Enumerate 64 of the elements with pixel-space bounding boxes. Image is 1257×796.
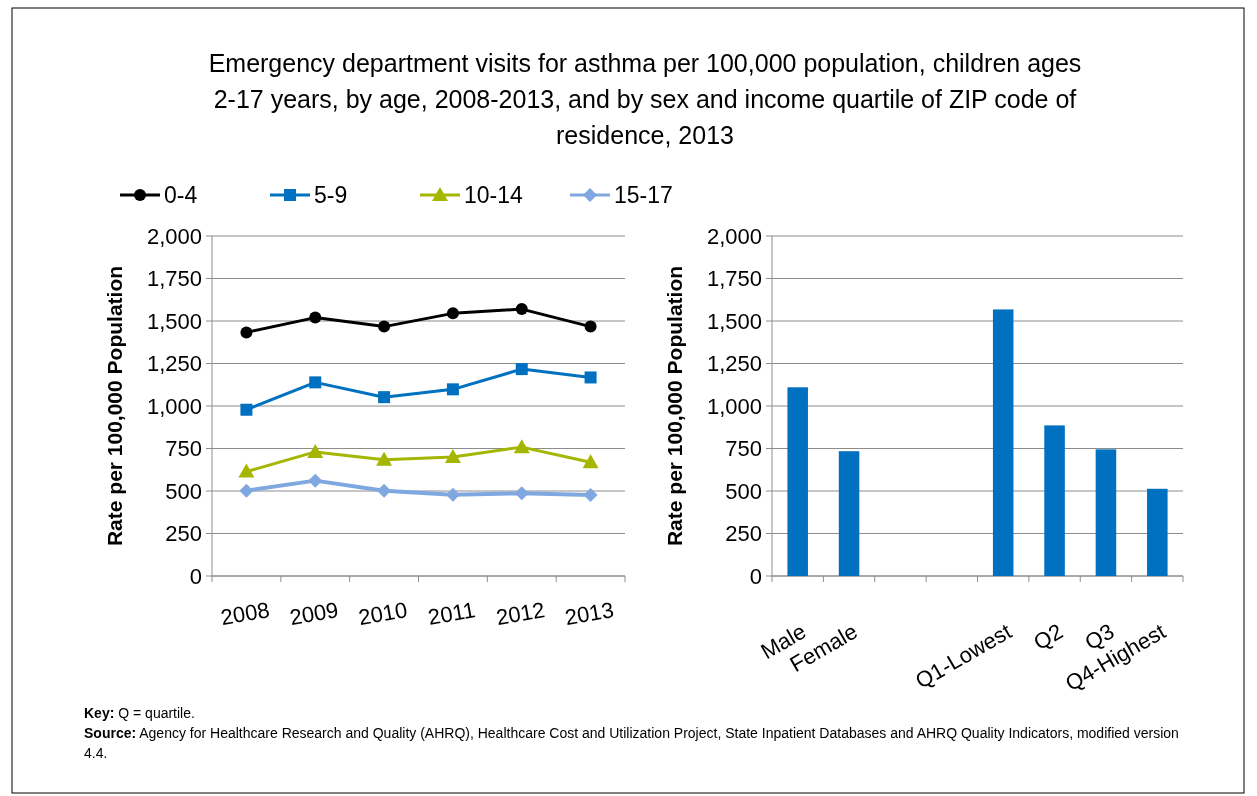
bar [1095,449,1117,576]
point [444,449,461,463]
y-tick-label: 1,750 [706,266,762,292]
y-tick-label: 2,000 [706,223,762,249]
y-tick-label: 1,500 [146,308,202,334]
point [376,451,393,466]
point [238,463,255,478]
y-tick-label: 250 [725,521,762,547]
x-tick-label: 2008 [218,597,272,631]
bar [1147,488,1168,576]
y-tick-label: 1,250 [146,351,202,377]
point [239,483,254,498]
point [515,303,528,316]
y-axis-title: Rate per 100,000 Population [103,265,126,547]
legend-label: 5-9 [314,182,348,209]
point [378,391,391,404]
point [584,371,597,384]
point [446,307,459,320]
text: Key: Q = quartile. [84,705,195,721]
y-tick-label: 0 [189,563,202,589]
y-tick-label: 500 [725,478,762,504]
point [514,486,529,501]
point [583,488,598,503]
point [445,487,460,502]
x-tick-label: 2010 [356,597,410,631]
point [377,483,392,498]
y-tick-label: 1,750 [146,266,202,292]
bar [838,451,860,576]
y-tick-label: 1,250 [706,351,762,377]
x-tick-label: 2011 [426,597,478,631]
point [378,320,391,333]
legend-label: 10-14 [464,182,524,209]
bar [787,387,808,576]
y-tick-label: 250 [165,521,202,547]
point [240,326,253,339]
bar [1044,425,1065,576]
x-tick-label: 2013 [563,597,616,631]
point [307,443,324,458]
point [582,454,599,469]
point [240,403,253,416]
x-tick-label: 2012 [494,597,547,631]
point [308,473,323,488]
point [309,376,322,389]
bar [992,309,1014,576]
y-axis-title: Rate per 100,000 Population [663,265,686,547]
x-tick-label: 2009 [287,597,341,631]
chart-title: Emergency department visits for asthma per 100,000 population, children ages 2-17 years, by age, 2008-2013, and by sex and income quartile of ZIP code of residence, 2013 [208,49,1082,149]
y-tick-label: 1,500 [706,308,762,334]
legend-label: 0-4 [164,182,198,209]
y-tick-label: 1,000 [146,393,202,419]
y-tick-label: 2,000 [146,223,202,249]
y-tick-label: 750 [725,436,762,462]
x-tick-label: Q2 [1029,618,1068,656]
y-tick-label: 750 [165,436,202,462]
point [446,383,459,396]
text: Source: Agency for Healthcare Research and Quality (AHRQ), Healthcare Cost and Utilization Project, State Inpatient Databases and AHRQ Quality Indicators, modified version 4.4. [84,725,1179,761]
point [513,439,530,454]
point [584,320,597,333]
y-tick-label: 0 [749,563,762,589]
y-tick-label: 1,000 [706,393,762,419]
point [515,363,528,376]
point [309,311,322,324]
legend-label: 15-17 [614,182,673,209]
y-tick-label: 500 [165,478,202,504]
